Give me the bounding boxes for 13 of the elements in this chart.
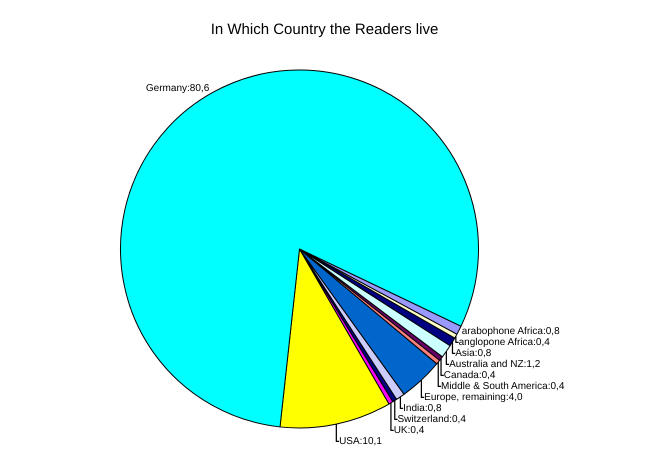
slice-label: Asia:0,8: [455, 348, 492, 359]
slice-label: arabophone Africa:0,8: [462, 326, 560, 337]
slice-label: anglopone Africa:0,4: [458, 336, 550, 348]
slice-label: Australia and NZ:1,2: [449, 358, 541, 370]
chart-title: In Which Country the Readers live: [210, 20, 438, 38]
slice-label: Europe, remaining:4,0: [424, 392, 523, 403]
slice-label: UK:0,4: [394, 424, 425, 436]
slice-label: USA:10,1: [339, 436, 382, 447]
slice-label: India:0,8: [403, 402, 442, 414]
slice-label: Middle & South America:0,4: [441, 380, 565, 392]
slice-label: Switzerland:0,4: [398, 414, 466, 425]
slice-label: Germany:80,6: [146, 82, 210, 94]
slice-label: Canada:0,4: [444, 370, 496, 381]
